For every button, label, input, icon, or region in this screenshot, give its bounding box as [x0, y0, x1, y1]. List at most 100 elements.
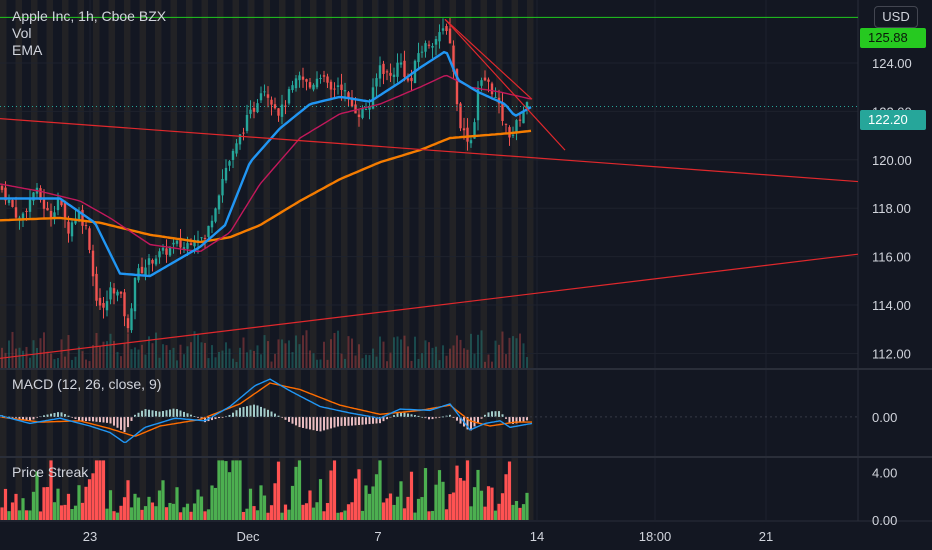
- volume-bar: [78, 346, 80, 368]
- streak-bar: [115, 512, 120, 520]
- candle: [466, 127, 469, 142]
- session-band: [124, 0, 131, 520]
- volume-bar: [505, 354, 507, 368]
- volume-bar: [57, 357, 59, 368]
- macd-histogram-bar: [515, 416, 518, 424]
- volume-bar: [358, 344, 360, 368]
- volume-bar: [466, 349, 469, 368]
- candle: [501, 102, 504, 121]
- macd-histogram-bar: [74, 416, 77, 419]
- volume-bar: [344, 358, 346, 368]
- streak-bar: [406, 496, 410, 520]
- price-tick-label: 120.00: [872, 153, 912, 168]
- streak-bar: [413, 512, 417, 520]
- macd-histogram-bar: [526, 416, 528, 421]
- macd-histogram-bar: [274, 413, 276, 417]
- macd-histogram-bar: [176, 409, 178, 417]
- candle: [154, 258, 158, 265]
- streak-bar: [280, 512, 284, 520]
- streak-bar: [346, 504, 351, 520]
- streak-bar: [483, 506, 487, 520]
- streak-bar: [273, 483, 277, 520]
- streak-bar: [3, 488, 8, 520]
- volume-bar: [246, 352, 248, 368]
- streak-bar: [308, 490, 312, 520]
- volume-bar: [211, 345, 213, 368]
- macd-histogram-bar: [253, 404, 255, 417]
- candle: [284, 105, 287, 107]
- candle: [186, 243, 189, 249]
- candle: [119, 291, 123, 294]
- macd-histogram-bar: [137, 412, 140, 417]
- streak-bar: [395, 496, 400, 520]
- candle: [420, 51, 424, 53]
- price-streak-legend: Price Streak: [12, 464, 89, 480]
- streak-bar: [150, 502, 155, 520]
- price-axis: 124.00122.00120.00118.00116.00114.00112.…: [872, 56, 912, 528]
- streak-bar: [392, 504, 396, 520]
- volume-bar: [295, 335, 297, 368]
- candle: [70, 222, 74, 237]
- ema-mid-line: [0, 74, 532, 253]
- macd-histogram-bar: [102, 416, 105, 423]
- ema-slow-line: [0, 129, 532, 244]
- session-band: [511, 0, 518, 520]
- candle: [74, 218, 77, 224]
- streak-bar: [73, 505, 78, 520]
- streak-bar: [227, 472, 232, 520]
- candle: [42, 198, 46, 209]
- macd-histogram-bar: [445, 415, 448, 417]
- volume-bar: [22, 350, 24, 368]
- volume-bar: [473, 353, 476, 368]
- macd-histogram-bar: [32, 416, 35, 420]
- candle: [175, 240, 179, 244]
- macd-histogram-bar: [470, 416, 472, 431]
- streak-bar: [301, 504, 305, 520]
- price-tick-label: 114.00: [872, 298, 911, 313]
- candle: [116, 291, 119, 296]
- volume-bar: [242, 337, 245, 368]
- streak-bar: [140, 509, 144, 520]
- candle: [168, 246, 172, 256]
- candle: [333, 88, 336, 90]
- volume-bar: [183, 354, 185, 368]
- candle: [525, 102, 529, 110]
- macd-histogram-bar: [218, 416, 220, 419]
- volume-bar: [319, 359, 322, 368]
- macd-histogram-bar: [246, 406, 248, 417]
- streak-bars: [0, 460, 529, 520]
- macd-histogram-bar: [53, 412, 56, 417]
- candle: [347, 92, 350, 98]
- streak-bar: [332, 460, 337, 520]
- streak-bar: [126, 480, 130, 520]
- streak-bar: [297, 460, 302, 520]
- candle: [504, 123, 508, 125]
- session-band: [263, 0, 270, 520]
- volume-bar: [207, 358, 210, 368]
- streak-bar: [245, 508, 249, 520]
- streak-bar: [178, 512, 183, 520]
- macd-histogram-bar: [351, 416, 353, 426]
- volume-bar: [4, 352, 7, 368]
- candle: [63, 202, 67, 219]
- macd-histogram-bar: [148, 409, 150, 417]
- candle: [385, 71, 389, 73]
- candle: [32, 192, 35, 201]
- volume-bar: [379, 336, 381, 368]
- streak-bar: [206, 509, 211, 520]
- candle: [389, 72, 392, 76]
- macd-tick-label: 0.00: [872, 410, 897, 425]
- candle: [480, 80, 483, 86]
- candle: [88, 228, 91, 250]
- volume-bar: [368, 355, 371, 368]
- macd-histogram-bar: [431, 416, 434, 420]
- macd-histogram-bar: [501, 414, 504, 417]
- currency-button[interactable]: USD: [874, 6, 918, 28]
- volume-bar: [11, 331, 14, 368]
- streak-bar: [210, 485, 214, 520]
- candle: [172, 242, 175, 245]
- macd-histogram-bar: [417, 415, 420, 417]
- streak-bar: [136, 497, 141, 520]
- streak-bar: [28, 510, 32, 520]
